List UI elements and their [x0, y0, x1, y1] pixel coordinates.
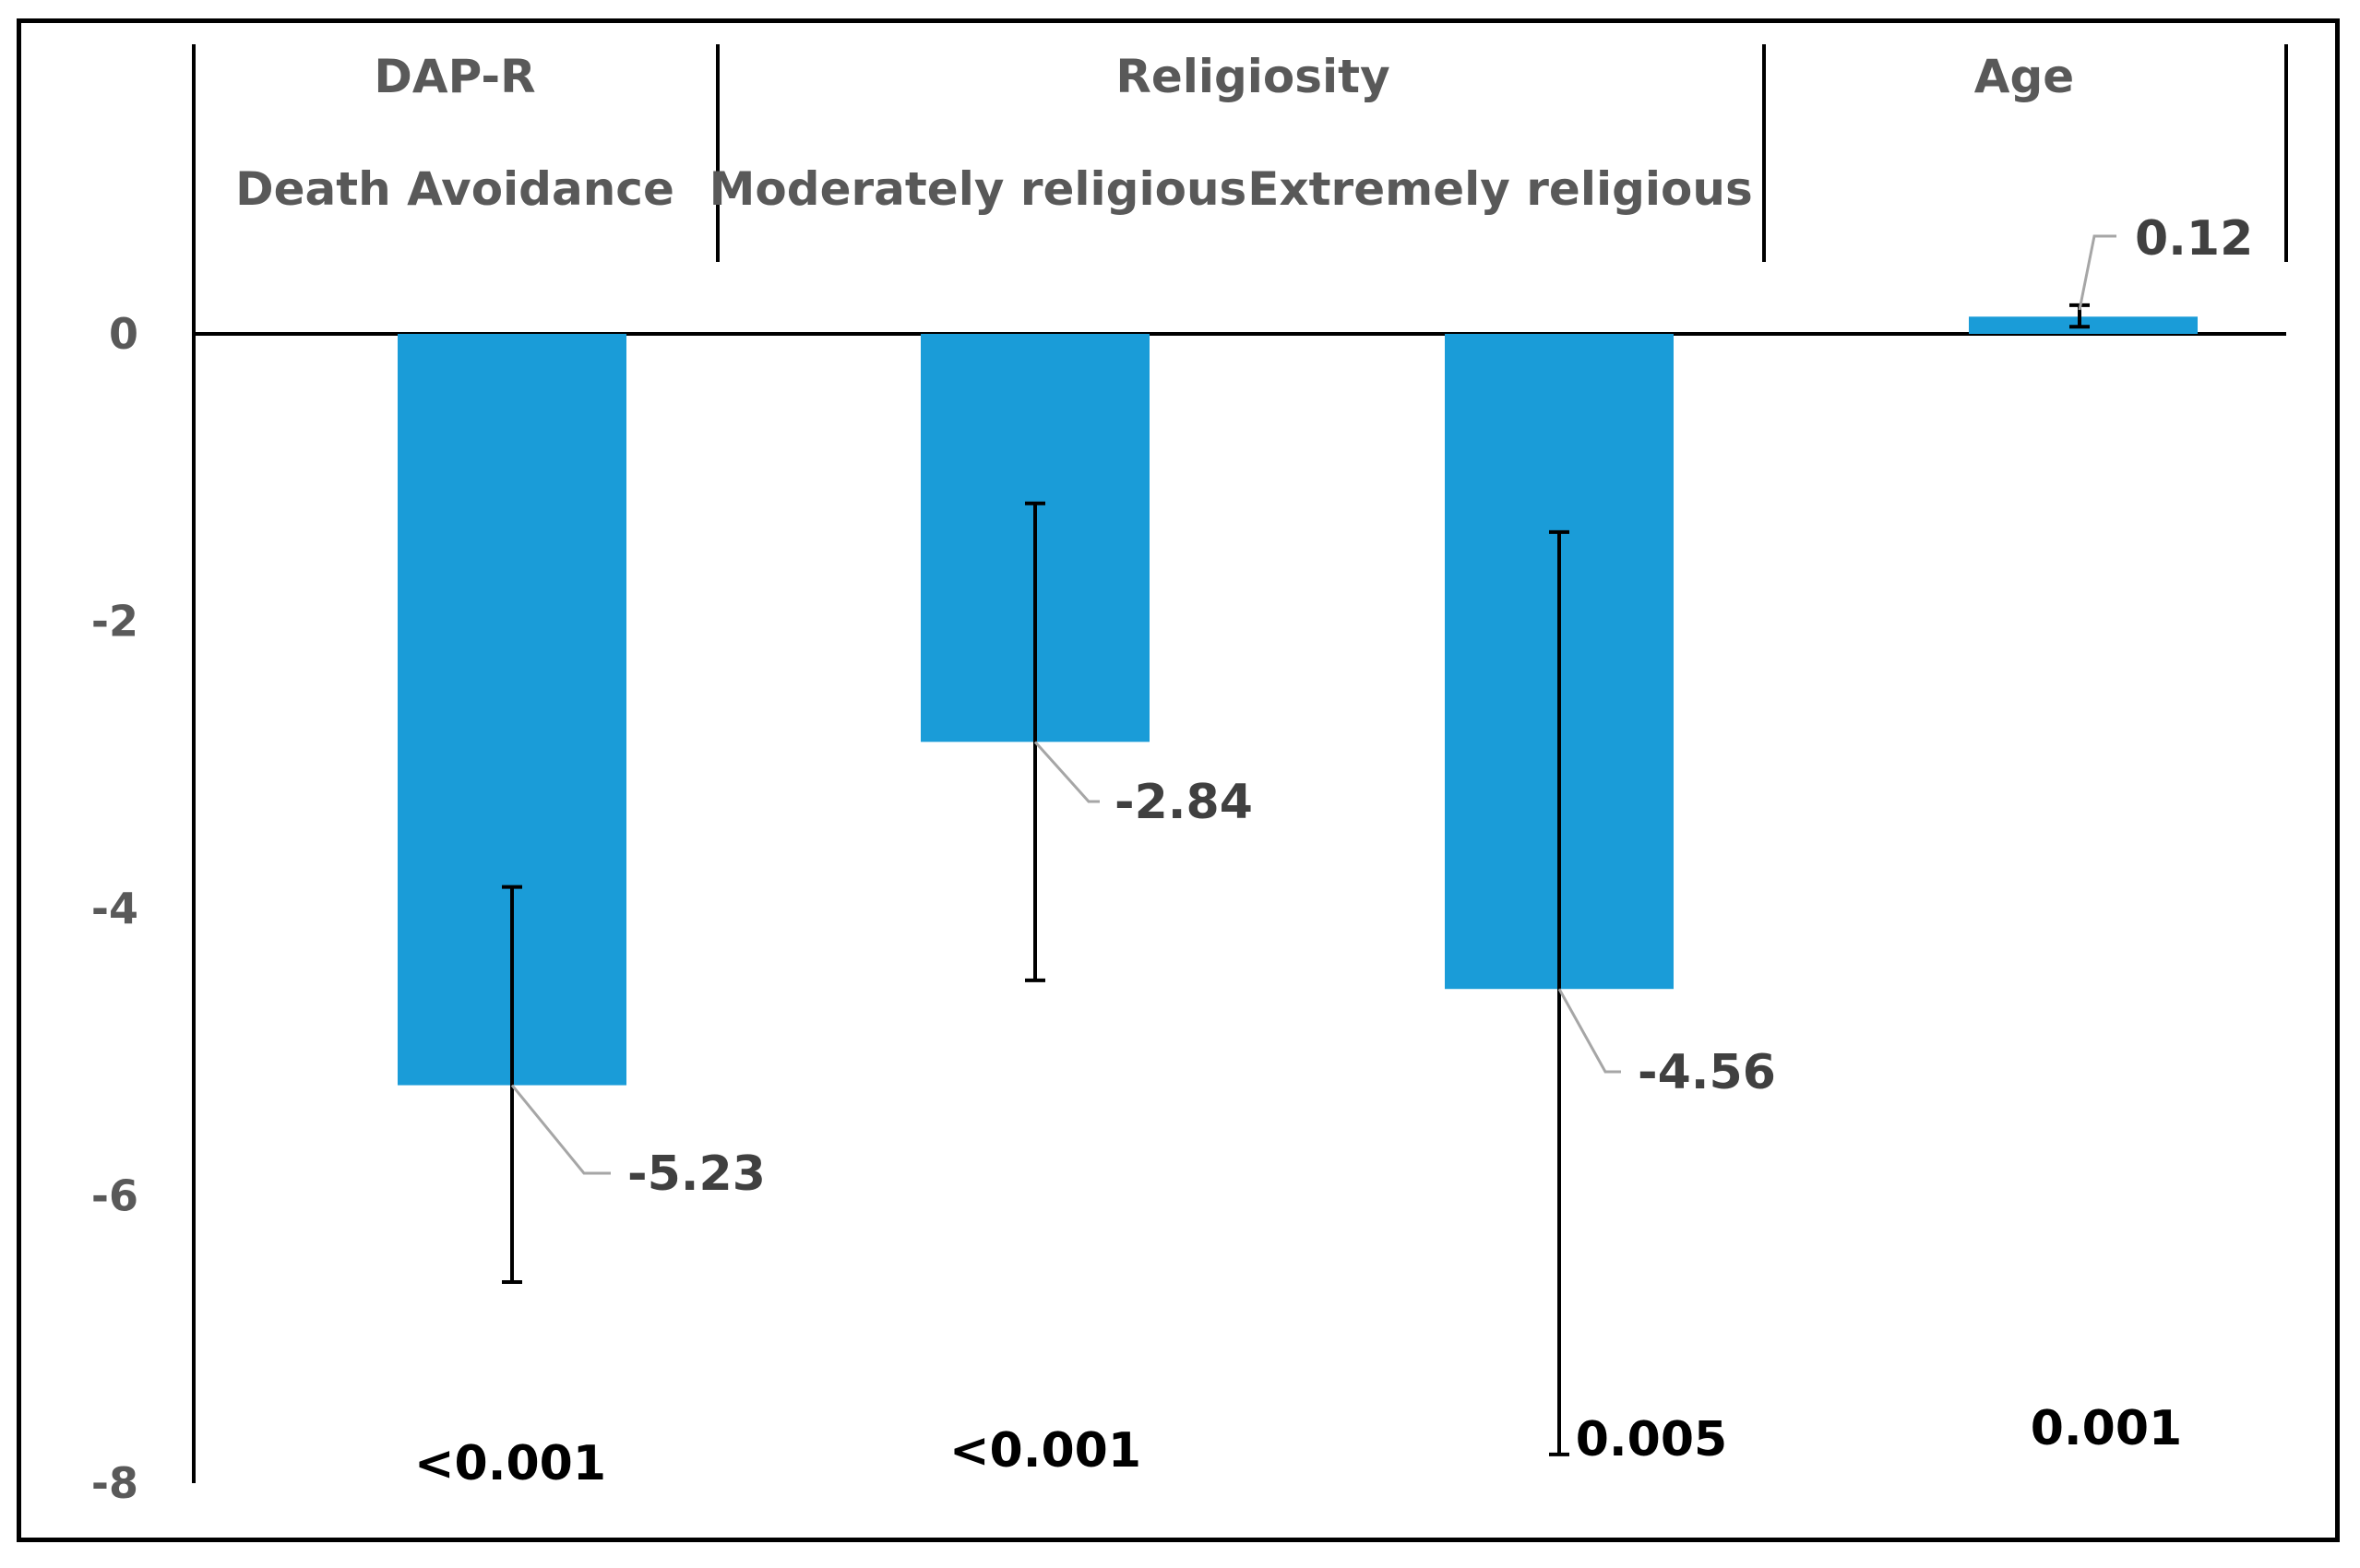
y-tick-label: 0	[109, 309, 138, 359]
data-label-leader	[1033, 741, 1100, 803]
error-bar	[1025, 501, 1045, 982]
y-tick-label: -8	[91, 1458, 138, 1508]
p-value-label: <0.001	[949, 1423, 1141, 1479]
chart-frame	[17, 18, 2340, 1542]
data-label: 0.12	[2135, 211, 2253, 267]
data-label-leader	[2078, 234, 2116, 311]
error-bar	[1549, 529, 1569, 1456]
group-label: Religiosity	[1115, 50, 1389, 103]
category-label: Moderately religious	[709, 162, 1247, 216]
category-label: Extremely religious	[1247, 162, 1753, 216]
data-label-leader	[1557, 988, 1621, 1074]
y-tick-label: -2	[91, 597, 138, 647]
p-value-label: <0.001	[414, 1436, 606, 1491]
group-label: DAP-R	[374, 50, 535, 103]
category-label: Death Avoidance	[235, 162, 674, 216]
p-value-label: 0.005	[1576, 1412, 1727, 1467]
y-tick-label: -4	[91, 884, 138, 933]
data-label: -4.56	[1638, 1045, 1776, 1100]
group-label: Age	[1974, 50, 2074, 103]
error-bar	[502, 885, 522, 1284]
data-label-leader	[510, 1084, 611, 1175]
p-value-label: 0.001	[2031, 1401, 2182, 1456]
y-tick-label: -6	[91, 1171, 138, 1221]
data-label: -2.84	[1114, 775, 1253, 830]
data-label: -5.23	[627, 1146, 766, 1202]
